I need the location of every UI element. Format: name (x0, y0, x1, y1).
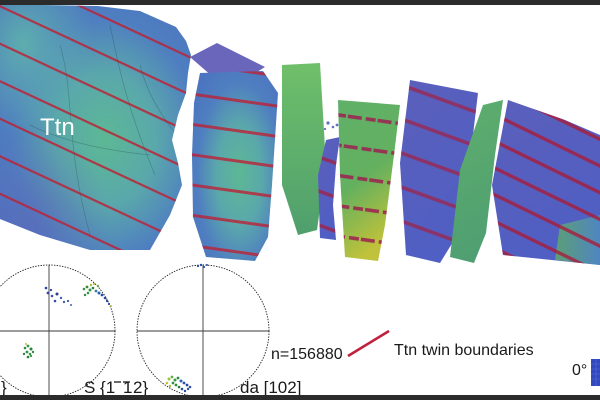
svg-text:2}: 2} (133, 378, 148, 395)
svg-text:}: } (1, 378, 7, 395)
svg-text:Ttn twin boundaries: Ttn twin boundaries (394, 342, 534, 359)
svg-text:Ttn: Ttn (40, 114, 75, 141)
svg-text:0°: 0° (572, 362, 587, 379)
svg-text:da [102]: da [102] (240, 378, 301, 395)
svg-text:n=156880: n=156880 (271, 346, 343, 363)
svg-text:1: 1 (123, 378, 132, 395)
svg-text:S {1: S {1 (84, 378, 115, 395)
